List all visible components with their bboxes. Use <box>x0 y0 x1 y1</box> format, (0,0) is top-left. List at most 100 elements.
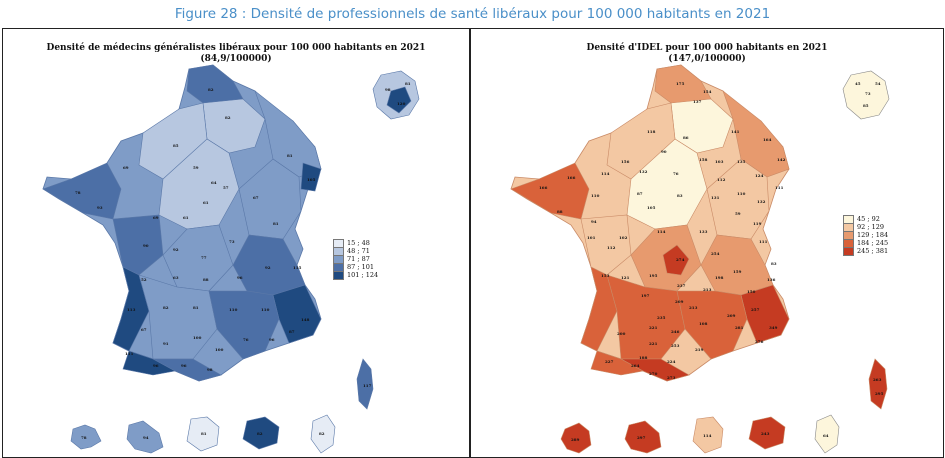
value-label: 110 <box>737 191 746 196</box>
value-label: 69 <box>123 165 129 170</box>
value-label: 132 <box>639 169 648 174</box>
value-label: 281 <box>735 325 744 330</box>
left-paris-inset <box>372 70 420 120</box>
value-label: 61 <box>203 200 209 205</box>
value-label: 110 <box>261 307 270 312</box>
value-label: 110 <box>229 307 238 312</box>
value-label: 52 <box>141 277 147 282</box>
value-label: 276 <box>755 339 764 344</box>
value-label: 112 <box>717 177 726 182</box>
value-label: 349 <box>769 325 778 330</box>
value-label: 82 <box>163 305 169 310</box>
value-label: 108 <box>699 321 708 326</box>
value-label: 87 <box>637 191 643 196</box>
value-label: 198 <box>715 275 724 280</box>
value-label: 235 <box>657 315 666 320</box>
value-label: 148 <box>301 317 310 322</box>
value-label: 115 <box>293 265 302 270</box>
value-label: 91 <box>163 341 169 346</box>
value-label: 254 <box>711 251 720 256</box>
right-paris-inset <box>842 70 890 120</box>
right-mainland-regions <box>510 64 790 382</box>
value-label: 88 <box>557 209 563 214</box>
value-label: 81 <box>273 221 279 226</box>
value-label: 213 <box>689 305 698 310</box>
value-label: 114 <box>703 433 712 438</box>
value-label: 76 <box>243 337 249 342</box>
value-label: 81 <box>201 431 207 436</box>
value-label: 221 <box>649 325 658 330</box>
right-drom-islands <box>560 414 840 454</box>
value-label: 110 <box>591 193 600 198</box>
value-label: 105 <box>647 205 656 210</box>
value-label: 111 <box>775 185 784 190</box>
value-label: 243 <box>761 431 770 436</box>
value-label: 270 <box>649 371 658 376</box>
value-label: 237 <box>677 283 686 288</box>
value-label: 82 <box>208 87 214 92</box>
left-corsica <box>356 358 374 410</box>
right-map-title: Densité d'IDEL pour 100 000 habitants en… <box>471 43 943 65</box>
value-label: 246 <box>671 329 680 334</box>
left-map-panel: Densité de médecins généralistes libérau… <box>2 28 470 458</box>
value-label: 78 <box>81 435 87 440</box>
left-map-title-text: Densité de médecins généralistes libérau… <box>46 43 426 53</box>
right-value-labels: 175 154 137 166 156 141 118 86 164 142 1… <box>539 81 884 442</box>
value-label: 166 <box>567 175 576 180</box>
value-label: 121 <box>621 275 630 280</box>
value-label: 92 <box>265 265 271 270</box>
value-label: 227 <box>605 359 614 364</box>
value-label: 94 <box>143 435 149 440</box>
value-label: 100 <box>193 335 202 340</box>
legend-item: 101 ; 124 <box>333 270 378 280</box>
value-label: 81 <box>193 305 199 310</box>
right-map-title-text: Densité d'IDEL pour 100 000 habitants en… <box>586 43 828 53</box>
value-label: 96 <box>153 363 159 368</box>
value-label: 45 <box>855 81 861 86</box>
value-label: 142 <box>777 157 786 162</box>
value-label: 83 <box>771 261 777 266</box>
value-label: 175 <box>676 81 685 86</box>
value-label: 81 <box>287 153 293 158</box>
right-map-panel: Densité d'IDEL pour 100 000 habitants en… <box>470 28 944 458</box>
value-label: 166 <box>539 185 548 190</box>
value-label: 135 <box>737 159 746 164</box>
value-label: 92 <box>173 247 179 252</box>
value-label: 120 <box>397 101 406 106</box>
value-label: 159 <box>733 269 742 274</box>
value-label: 197 <box>641 293 650 298</box>
value-label: 114 <box>657 229 666 234</box>
value-label: 96 <box>237 275 243 280</box>
left-value-labels: 82 82 85 69 59 64 57 61 61 69 67 78 81 1… <box>75 81 411 440</box>
value-label: 83 <box>677 193 683 198</box>
value-label: 221 <box>649 341 658 346</box>
right-corsica <box>868 358 888 410</box>
value-label: 90 <box>661 149 667 154</box>
value-label: 124 <box>755 173 764 178</box>
value-label: 154 <box>703 89 712 94</box>
left-france-map: 82 82 85 69 59 64 57 61 61 69 67 78 81 1… <box>42 64 420 454</box>
value-label: 156 <box>621 159 630 164</box>
value-label: 101 <box>587 235 596 240</box>
value-label: 67 <box>253 195 259 200</box>
value-label: 67 <box>141 327 147 332</box>
value-label: 297 <box>637 435 646 440</box>
value-label: 137 <box>693 99 702 104</box>
value-label: 295 <box>875 391 884 396</box>
value-label: 195 <box>649 273 658 278</box>
value-label: 114 <box>601 171 610 176</box>
value-label: 76 <box>673 171 679 176</box>
left-mainland-regions <box>42 64 322 382</box>
value-label: 63 <box>173 275 179 280</box>
value-label: 96 <box>269 337 275 342</box>
value-label: 73 <box>865 91 871 96</box>
value-label: 257 <box>751 307 760 312</box>
value-label: 119 <box>753 221 762 226</box>
left-map-subtitle: (84,9/100000) <box>200 54 272 64</box>
value-label: 93 <box>97 205 103 210</box>
value-label: 132 <box>757 199 766 204</box>
value-label: 153 <box>601 273 610 278</box>
value-label: 224 <box>667 359 676 364</box>
value-label: 77 <box>201 255 207 260</box>
value-label: 209 <box>727 313 736 318</box>
